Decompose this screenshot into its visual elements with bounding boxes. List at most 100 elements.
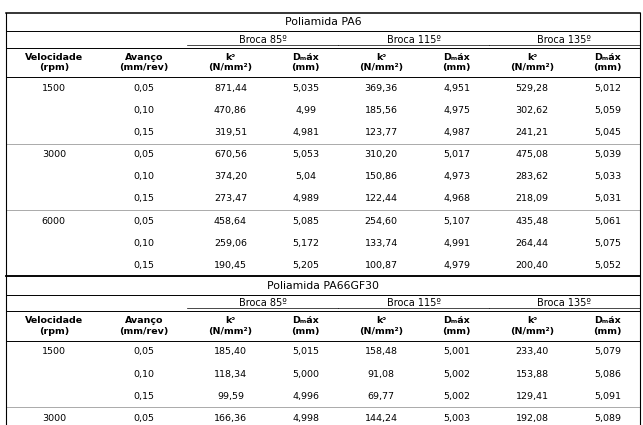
Text: 5,172: 5,172 <box>293 238 320 248</box>
Text: 5,052: 5,052 <box>594 261 621 270</box>
Text: 5,039: 5,039 <box>594 150 621 159</box>
Text: 0,05: 0,05 <box>134 414 155 423</box>
Text: 122,44: 122,44 <box>365 194 398 204</box>
Text: kᵓ
(N/mm²): kᵓ (N/mm²) <box>510 316 554 336</box>
Text: 100,87: 100,87 <box>365 261 398 270</box>
Text: Dₘáx
(mm): Dₘáx (mm) <box>442 53 471 72</box>
Text: 4,968: 4,968 <box>443 194 470 204</box>
Text: 670,56: 670,56 <box>214 150 247 159</box>
Text: Dₘáx
(mm): Dₘáx (mm) <box>292 316 320 336</box>
Text: 475,08: 475,08 <box>516 150 548 159</box>
Text: 264,44: 264,44 <box>516 238 548 248</box>
Text: 1500: 1500 <box>42 84 66 93</box>
Text: Broca 135º: Broca 135º <box>538 298 592 308</box>
Text: 144,24: 144,24 <box>365 414 398 423</box>
Text: Broca 135º: Broca 135º <box>538 34 592 45</box>
Text: Velocidade
(rpm): Velocidade (rpm) <box>25 316 83 336</box>
Text: 0,15: 0,15 <box>134 391 155 401</box>
Text: 4,951: 4,951 <box>443 84 470 93</box>
Text: 5,205: 5,205 <box>293 261 320 270</box>
Text: 5,085: 5,085 <box>293 216 320 226</box>
Text: 5,002: 5,002 <box>443 391 470 401</box>
Text: kᵓ
(N/mm²): kᵓ (N/mm²) <box>208 316 253 336</box>
Text: 5,012: 5,012 <box>594 84 621 93</box>
Text: 0,10: 0,10 <box>134 238 155 248</box>
Text: 153,88: 153,88 <box>516 369 548 379</box>
Text: 302,62: 302,62 <box>516 106 548 115</box>
Text: 6000: 6000 <box>42 216 66 226</box>
Text: 0,15: 0,15 <box>134 194 155 204</box>
Text: Broca 115º: Broca 115º <box>386 298 440 308</box>
Text: 166,36: 166,36 <box>214 414 247 423</box>
Text: 4,981: 4,981 <box>293 128 320 137</box>
Text: 4,987: 4,987 <box>443 128 470 137</box>
Text: Poliamida PA6: Poliamida PA6 <box>285 17 361 27</box>
Text: Velocidade
(rpm): Velocidade (rpm) <box>25 53 83 72</box>
Text: 118,34: 118,34 <box>214 369 247 379</box>
Text: 5,086: 5,086 <box>594 369 621 379</box>
Text: 233,40: 233,40 <box>516 347 548 357</box>
Text: 5,000: 5,000 <box>293 369 320 379</box>
Text: 3000: 3000 <box>42 150 66 159</box>
Text: 1500: 1500 <box>42 347 66 357</box>
Text: 4,996: 4,996 <box>293 391 320 401</box>
Text: 5,075: 5,075 <box>594 238 621 248</box>
Text: 4,975: 4,975 <box>443 106 470 115</box>
Text: 5,035: 5,035 <box>293 84 320 93</box>
Text: 871,44: 871,44 <box>214 84 247 93</box>
Text: 4,989: 4,989 <box>293 194 320 204</box>
Text: 435,48: 435,48 <box>516 216 548 226</box>
Text: 99,59: 99,59 <box>217 391 244 401</box>
Text: 129,41: 129,41 <box>516 391 548 401</box>
Text: 310,20: 310,20 <box>365 150 398 159</box>
Text: kᵓ
(N/mm²): kᵓ (N/mm²) <box>359 53 403 72</box>
Text: 5,089: 5,089 <box>594 414 621 423</box>
Text: 0,05: 0,05 <box>134 216 155 226</box>
Text: kᵓ
(N/mm²): kᵓ (N/mm²) <box>208 53 253 72</box>
Text: 185,40: 185,40 <box>214 347 247 357</box>
Text: 5,003: 5,003 <box>443 414 470 423</box>
Text: 470,86: 470,86 <box>214 106 247 115</box>
Text: 192,08: 192,08 <box>516 414 548 423</box>
Text: 3000: 3000 <box>42 414 66 423</box>
Text: 150,86: 150,86 <box>365 172 398 181</box>
Text: 5,033: 5,033 <box>594 172 621 181</box>
Text: 529,28: 529,28 <box>516 84 548 93</box>
Text: 458,64: 458,64 <box>214 216 247 226</box>
Text: 0,10: 0,10 <box>134 369 155 379</box>
Text: Broca 85º: Broca 85º <box>239 298 287 308</box>
Text: Poliamida PA66GF30: Poliamida PA66GF30 <box>267 280 379 291</box>
Text: 273,47: 273,47 <box>214 194 247 204</box>
Text: Avanço
(mm/rev): Avanço (mm/rev) <box>120 53 169 72</box>
Text: 200,40: 200,40 <box>516 261 548 270</box>
Text: 241,21: 241,21 <box>516 128 548 137</box>
Text: 5,107: 5,107 <box>443 216 470 226</box>
Text: Broca 115º: Broca 115º <box>386 34 440 45</box>
Text: Dₘáx
(mm): Dₘáx (mm) <box>593 53 622 72</box>
Text: 69,77: 69,77 <box>368 391 395 401</box>
Text: 319,51: 319,51 <box>214 128 247 137</box>
Text: 369,36: 369,36 <box>365 84 398 93</box>
Text: 5,015: 5,015 <box>293 347 320 357</box>
Text: Dₘáx
(mm): Dₘáx (mm) <box>442 316 471 336</box>
Text: 91,08: 91,08 <box>368 369 395 379</box>
Text: 190,45: 190,45 <box>214 261 247 270</box>
Text: 5,079: 5,079 <box>594 347 621 357</box>
Text: 4,979: 4,979 <box>443 261 470 270</box>
Text: 0,10: 0,10 <box>134 172 155 181</box>
Text: 0,10: 0,10 <box>134 106 155 115</box>
Text: Dₘáx
(mm): Dₘáx (mm) <box>593 316 622 336</box>
Text: 158,48: 158,48 <box>365 347 398 357</box>
Text: 5,04: 5,04 <box>295 172 316 181</box>
Text: 0,15: 0,15 <box>134 128 155 137</box>
Text: Dₘáx
(mm): Dₘáx (mm) <box>292 53 320 72</box>
Text: 254,60: 254,60 <box>365 216 398 226</box>
Text: 185,56: 185,56 <box>365 106 398 115</box>
Text: 5,059: 5,059 <box>594 106 621 115</box>
Text: 4,991: 4,991 <box>443 238 470 248</box>
Text: 133,74: 133,74 <box>365 238 398 248</box>
Text: 123,77: 123,77 <box>365 128 398 137</box>
Text: 0,15: 0,15 <box>134 261 155 270</box>
Text: kᵓ
(N/mm²): kᵓ (N/mm²) <box>510 53 554 72</box>
Text: 5,053: 5,053 <box>293 150 320 159</box>
